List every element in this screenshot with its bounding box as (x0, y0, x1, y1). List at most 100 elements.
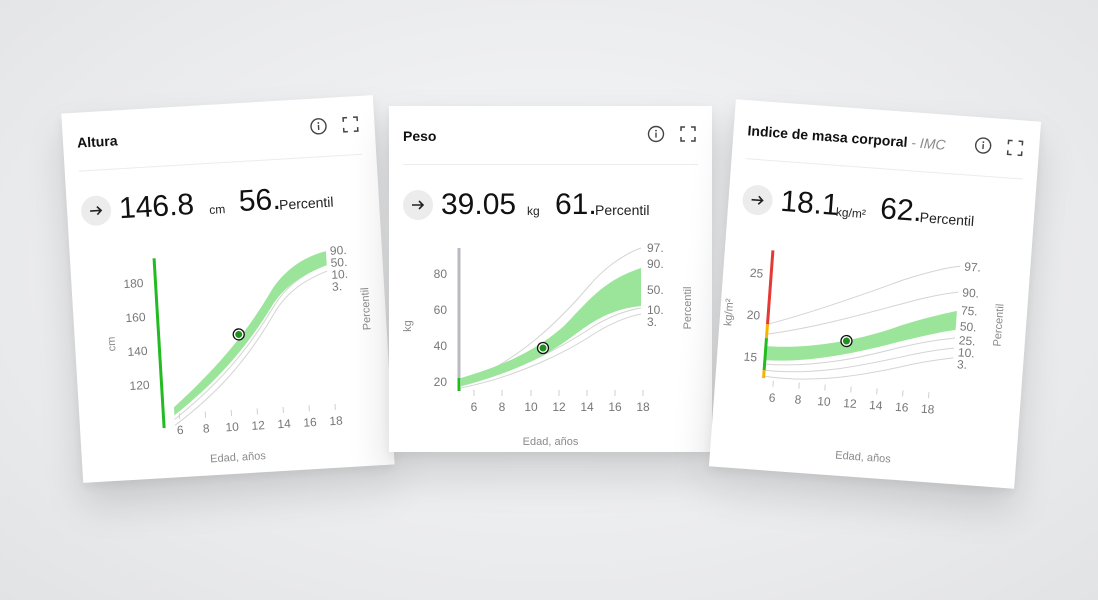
percentile-axis-label: Percentil (991, 303, 1006, 347)
card-title: Indice de masa corporal - IMC (747, 122, 946, 152)
x-tick: 14 (580, 400, 594, 414)
bmi-growth-chart: 25 20 15 kg/m² 6 8 10 12 14 16 18 97. 90… (722, 250, 1007, 417)
percentile-label-25: 25. (958, 333, 976, 348)
info-icon[interactable] (308, 116, 329, 137)
bmi-indicator-yellow (764, 324, 769, 339)
card-title: Peso (403, 128, 437, 144)
patient-marker[interactable] (840, 334, 853, 348)
value-row: 18.1 kg/m² 62. Percentil (741, 182, 975, 229)
x-axis-label: Edad, años (522, 436, 579, 448)
y-tick: 20 (434, 375, 448, 389)
percentile-label-3: 3. (332, 279, 343, 294)
percentile-label-97: 97. (647, 241, 664, 255)
fullscreen-icon[interactable] (340, 114, 361, 135)
card-title-main: Indice de masa corporal (747, 122, 909, 150)
weight-growth-chart: 80 60 40 20 kg 6 8 10 12 14 16 18 97. 90… (402, 241, 694, 414)
info-icon[interactable] (646, 124, 666, 144)
percentile-label-50: 50. (959, 319, 977, 334)
percentile-axis-label: Percentil (682, 287, 694, 330)
x-tick: 18 (921, 402, 936, 417)
x-tick: 10 (817, 394, 832, 409)
measurement-unit: kg (527, 204, 540, 218)
percentile-band (461, 268, 641, 386)
x-tick: 10 (524, 400, 538, 414)
percentile-label-90: 90. (962, 285, 980, 300)
arrow-right-button[interactable] (403, 190, 433, 220)
percentile-label-75: 75. (961, 303, 979, 318)
y-axis-label: kg/m² (722, 298, 736, 327)
percentile-label-10: 10. (957, 345, 975, 360)
x-tick: 16 (895, 400, 910, 415)
bmi-indicator-red (766, 250, 775, 325)
y-tick: 20 (746, 308, 761, 323)
card-header: Peso (403, 106, 698, 165)
percentile-value: 56. (237, 182, 282, 219)
percentile-label-90: 90. (647, 257, 664, 271)
percentile-curve-3 (460, 313, 642, 389)
percentile-label: Percentil (919, 209, 975, 230)
percentile-label-3: 3. (647, 315, 657, 329)
x-tick: 8 (202, 421, 210, 435)
altura-card: Altura 146.8 cm 56. Percentil 180 (61, 95, 395, 483)
percentile-curve-25 (764, 337, 956, 366)
fullscreen-icon[interactable] (678, 124, 698, 144)
patient-marker[interactable] (232, 328, 245, 341)
measurement-value: 18.1 (779, 184, 840, 223)
measurement-value: 39.05 (441, 188, 517, 221)
measurement-value: 146.8 (118, 187, 195, 226)
percentile-label-97: 97. (964, 259, 982, 274)
x-tick: 12 (251, 418, 265, 433)
x-tick: 6 (768, 391, 776, 405)
percentile-curve-97 (460, 247, 642, 385)
height-growth-chart: 180 160 140 120 cm 6 8 10 12 14 16 18 90… (106, 243, 374, 437)
percentile-curve-10 (764, 347, 955, 373)
y-tick: 120 (129, 378, 150, 393)
percentile-label-10: 10. (647, 303, 664, 317)
y-tick: 180 (123, 276, 144, 291)
percentile-curve-3 (763, 357, 954, 380)
card-header: Altura (75, 95, 363, 172)
percentile-value: 61. (555, 188, 597, 221)
y-tick: 15 (743, 350, 758, 365)
arrow-right-icon (751, 195, 764, 205)
percentile-curve-3 (174, 270, 328, 426)
value-row: 146.8 cm 56. Percentil (80, 183, 334, 233)
x-tick: 12 (552, 400, 566, 414)
arrow-right-icon (90, 206, 103, 216)
y-axis-label: kg (402, 320, 414, 332)
percentile-label-90: 90. (330, 243, 347, 258)
percentile-label-10: 10. (331, 267, 348, 282)
y-tick: 25 (749, 266, 764, 281)
percentile-curve-90 (766, 291, 959, 335)
fullscreen-icon[interactable] (1004, 137, 1025, 158)
x-tick: 12 (843, 396, 858, 411)
x-tick: 16 (608, 400, 622, 414)
x-tick: 8 (499, 400, 506, 414)
y-tick: 60 (434, 303, 448, 317)
x-tick: 10 (225, 420, 239, 435)
percentile-label-50: 50. (330, 255, 347, 270)
percentile-band (764, 311, 957, 361)
arrow-right-button[interactable] (741, 184, 774, 217)
percentile-label: Percentil (595, 202, 650, 218)
y-tick: 160 (125, 310, 146, 325)
x-axis-label: Edad, años (209, 450, 267, 466)
measurement-unit: kg/m² (835, 204, 867, 222)
percentile-value: 62. (879, 192, 924, 229)
arrow-right-button[interactable] (80, 194, 112, 227)
patient-marker[interactable] (536, 341, 550, 355)
bmi-indicator-green (762, 338, 768, 371)
percentile-band (173, 251, 327, 416)
x-tick: 18 (636, 400, 650, 414)
y-tick: 80 (434, 267, 448, 281)
x-tick: 6 (177, 423, 185, 437)
imc-card: Indice de masa corporal - IMC 18.1 kg/m²… (708, 99, 1042, 489)
x-tick: 6 (471, 400, 478, 414)
x-tick: 8 (794, 392, 802, 406)
card-title: Altura (76, 132, 118, 151)
percentile-curve-97 (767, 265, 961, 325)
measurement-unit: cm (208, 202, 226, 217)
info-icon[interactable] (972, 135, 993, 156)
x-axis-label: Edad, años (834, 449, 892, 466)
x-tick: 16 (303, 415, 317, 430)
